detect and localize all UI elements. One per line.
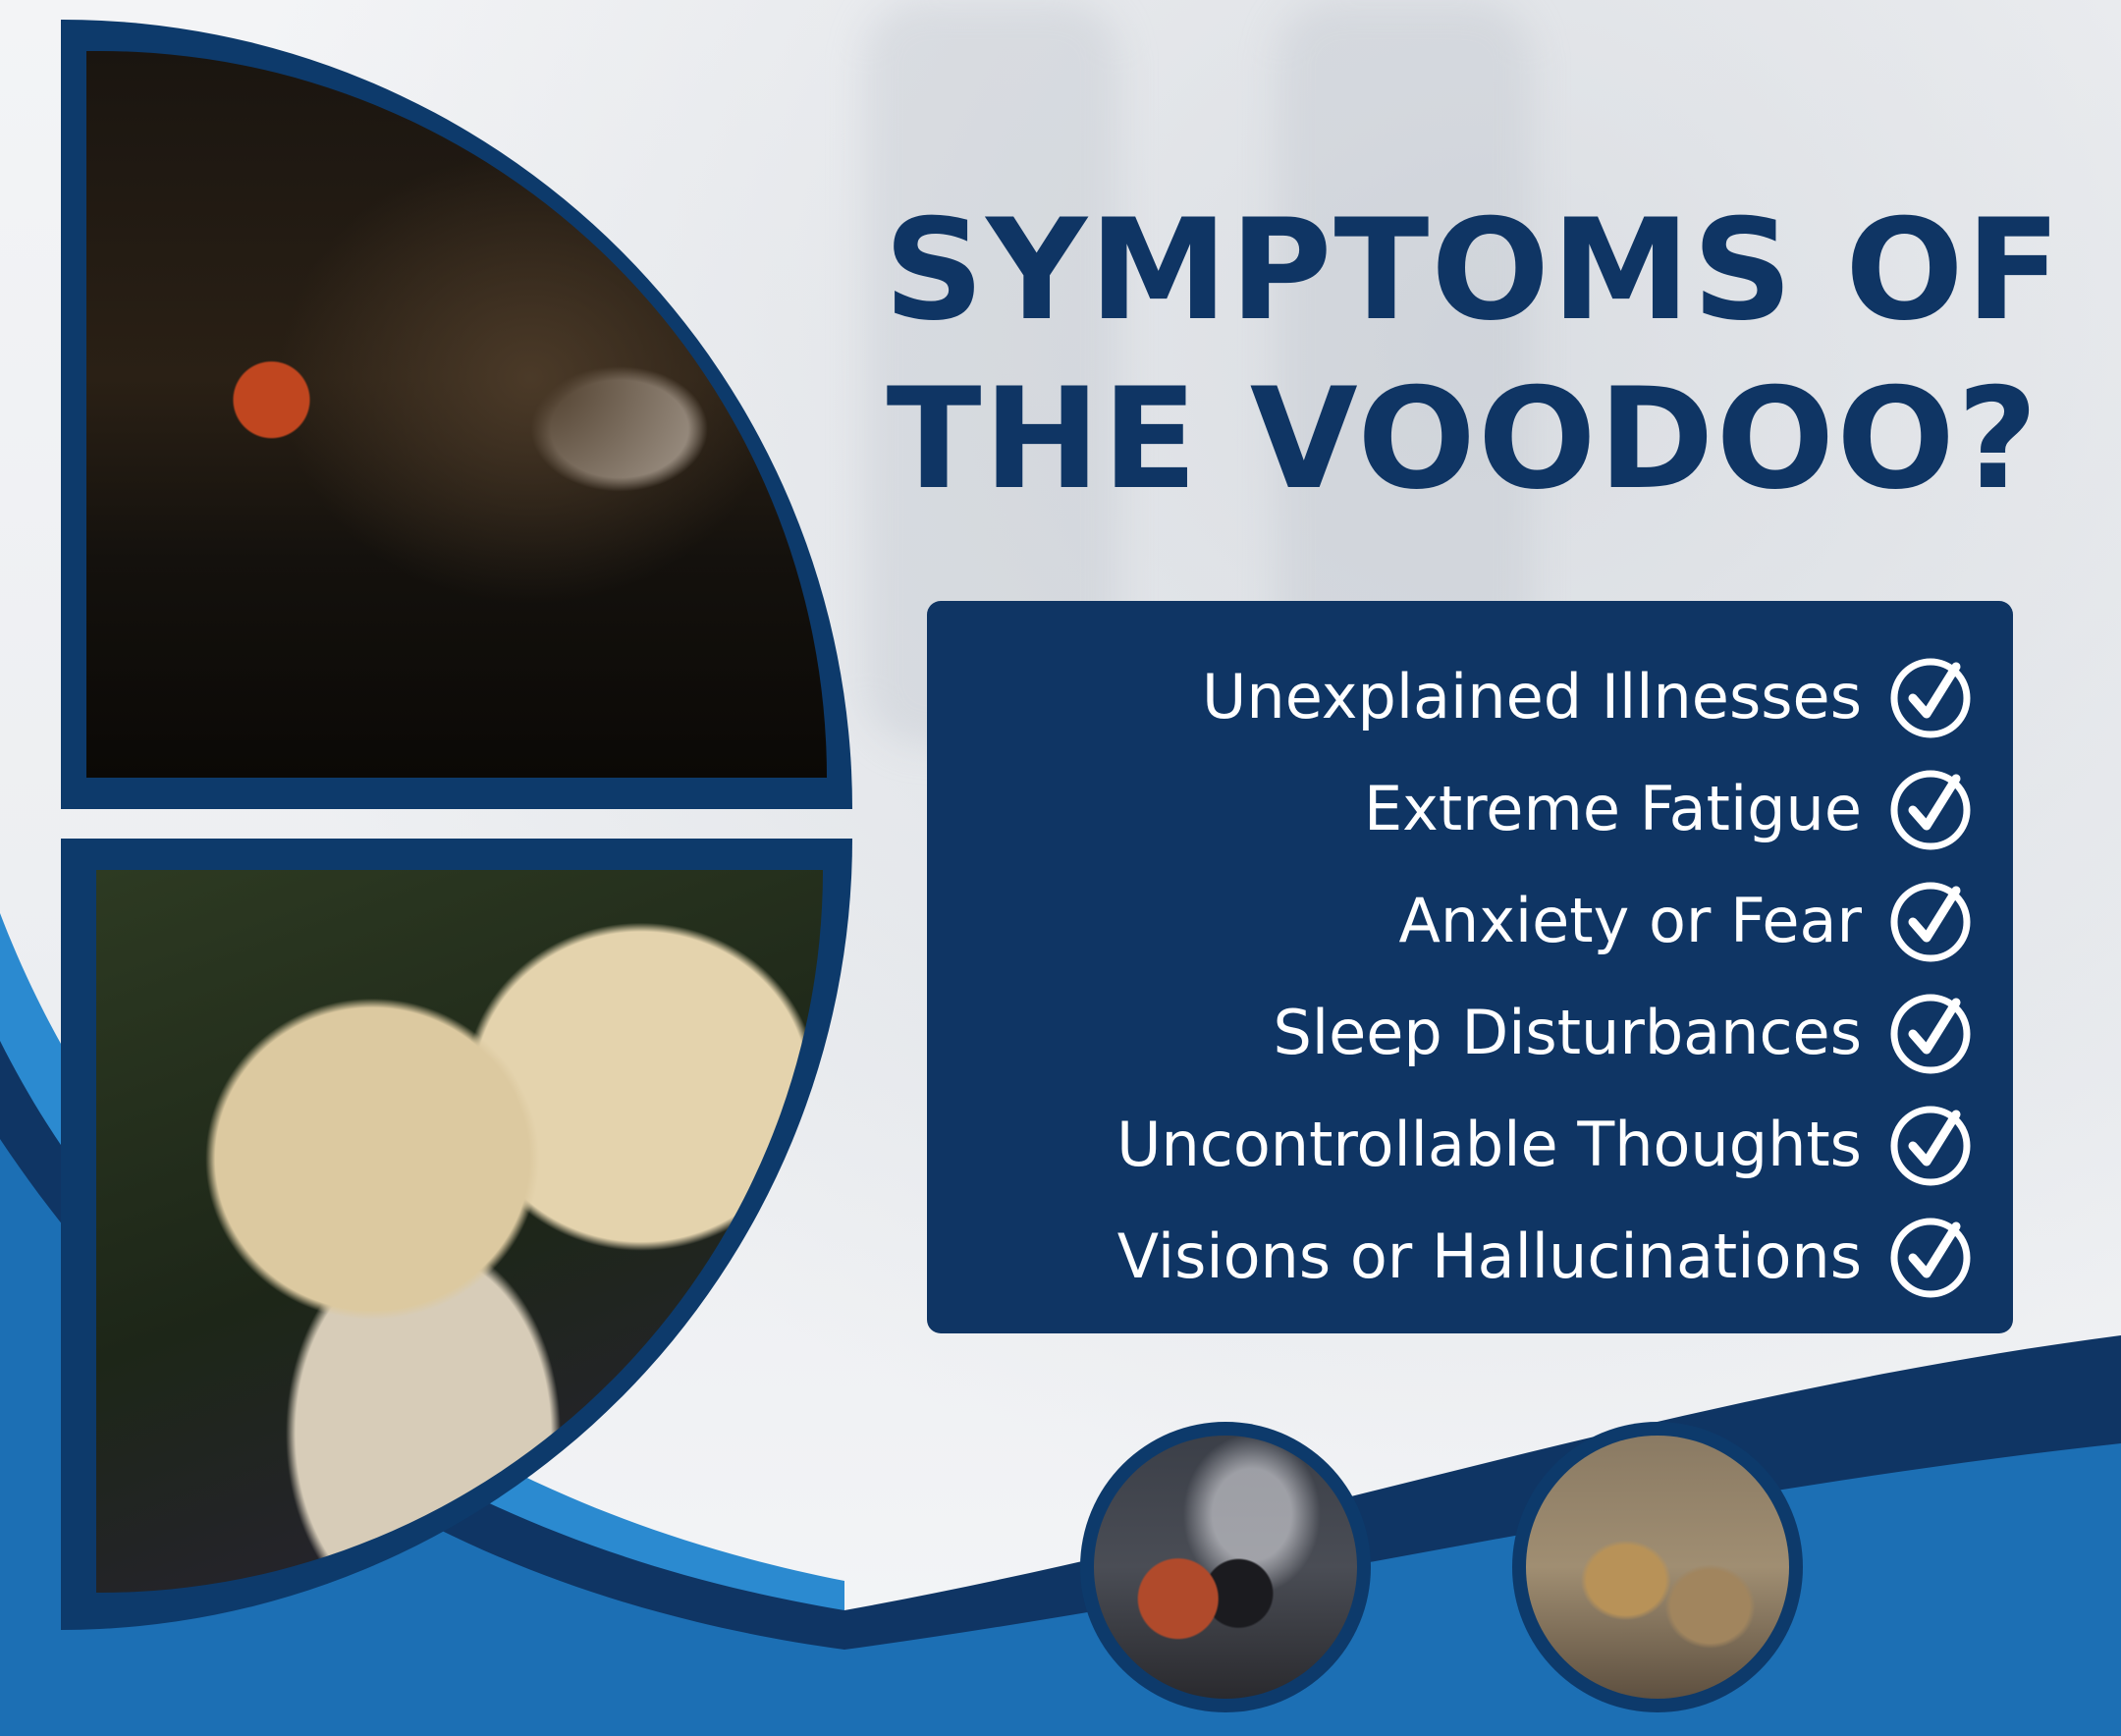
headline-line-2: THE VOODOO? (886, 358, 2040, 520)
headline-line-1: SYMPTOMS OF (884, 190, 2063, 352)
symptom-label: Anxiety or Fear (1398, 884, 1862, 956)
check-circle-icon (1890, 1106, 1971, 1186)
check-circle-icon (1890, 1218, 1971, 1298)
voodoo-dolls-circle-photo (1512, 1422, 1803, 1712)
check-circle-icon (1890, 770, 1971, 850)
symptom-label: Uncontrollable Thoughts (1116, 1108, 1862, 1180)
symptoms-box: Unexplained Illnesses Extreme Fatigue An… (927, 601, 2013, 1333)
symptom-item: Anxiety or Fear (1116, 864, 1974, 976)
check-circle-icon (1890, 994, 1971, 1074)
symptom-item: Sleep Disturbances (1116, 976, 1974, 1088)
symptom-item: Uncontrollable Thoughts (1116, 1088, 1974, 1200)
symptom-label: Visions or Hallucinations (1116, 1220, 1862, 1292)
symptom-label: Sleep Disturbances (1273, 996, 1862, 1068)
smoke-pumpkin-image (1094, 1436, 1357, 1699)
headline: SYMPTOMS OF THE VOODOO? (884, 187, 2063, 524)
smoke-pumpkin-circle-photo (1080, 1422, 1371, 1712)
symptom-label: Unexplained Illnesses (1202, 660, 1862, 732)
check-circle-icon (1890, 658, 1971, 738)
symptom-label: Extreme Fatigue (1364, 772, 1862, 844)
symptom-item: Extreme Fatigue (1116, 752, 1974, 864)
check-circle-icon (1890, 882, 1971, 962)
symptom-item: Visions or Hallucinations (1116, 1200, 1974, 1312)
symptoms-list: Unexplained Illnesses Extreme Fatigue An… (1116, 640, 1974, 1312)
voodoo-dolls-image (1526, 1436, 1789, 1699)
symptom-item: Unexplained Illnesses (1116, 640, 1974, 752)
